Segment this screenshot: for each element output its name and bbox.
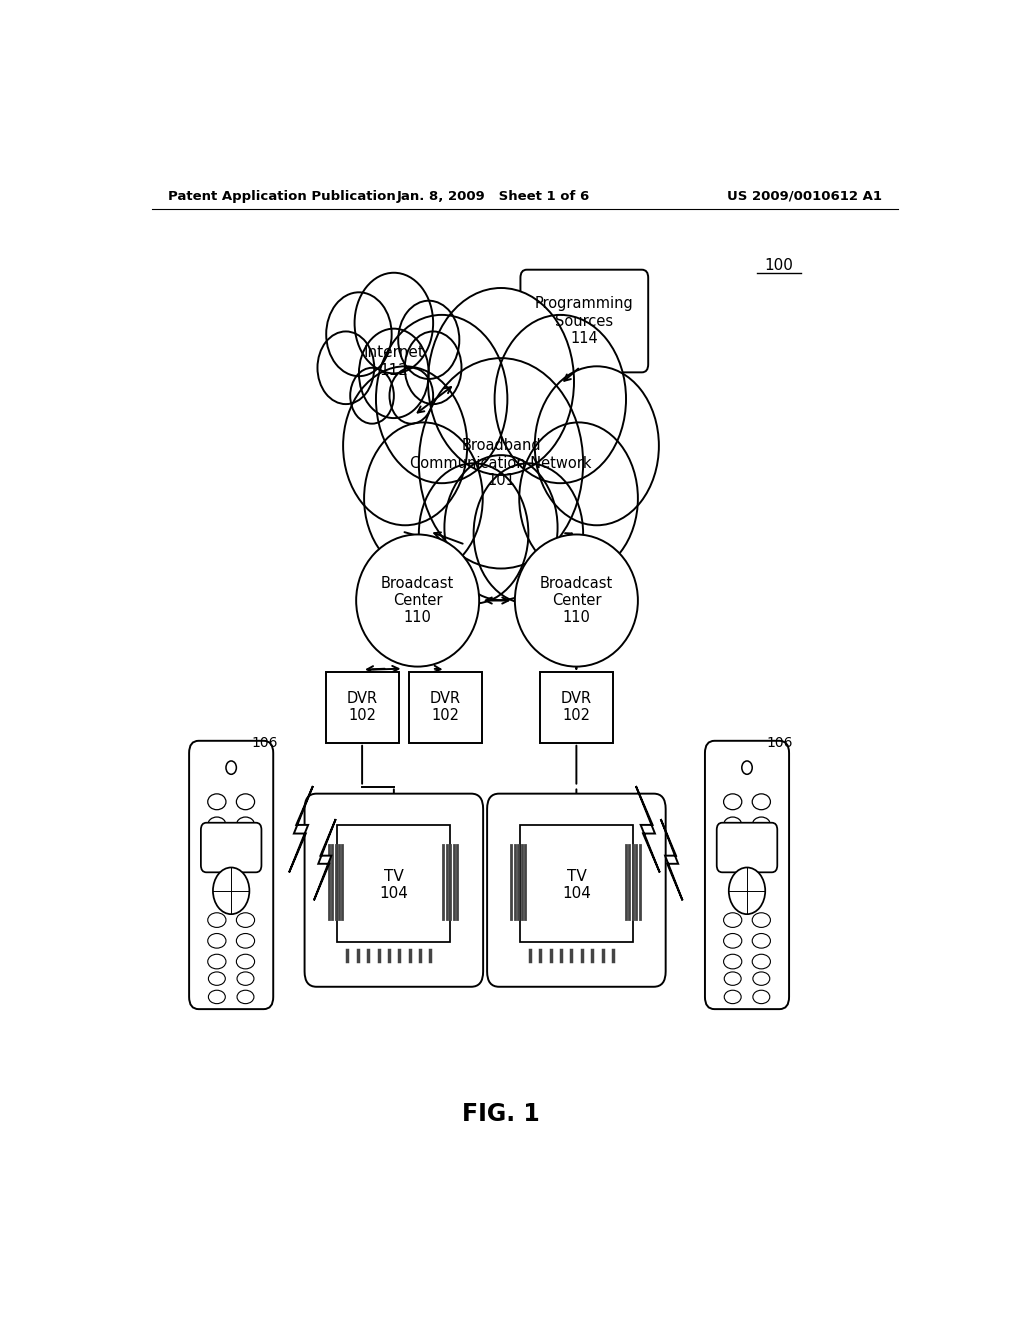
Text: Programming
Sources
114: Programming Sources 114 bbox=[535, 296, 634, 346]
Circle shape bbox=[428, 288, 574, 475]
Ellipse shape bbox=[753, 912, 770, 928]
Ellipse shape bbox=[724, 990, 741, 1003]
Text: Jan. 8, 2009   Sheet 1 of 6: Jan. 8, 2009 Sheet 1 of 6 bbox=[396, 190, 590, 202]
Text: FIG. 1: FIG. 1 bbox=[462, 1102, 540, 1126]
Text: TV
104: TV 104 bbox=[562, 869, 591, 902]
Text: Broadcast
Center
110: Broadcast Center 110 bbox=[540, 576, 613, 626]
Circle shape bbox=[213, 867, 250, 915]
Circle shape bbox=[474, 463, 583, 603]
Ellipse shape bbox=[209, 990, 225, 1003]
FancyBboxPatch shape bbox=[717, 822, 777, 873]
Ellipse shape bbox=[208, 912, 226, 928]
Circle shape bbox=[354, 273, 433, 374]
Ellipse shape bbox=[724, 793, 741, 809]
Bar bbox=[326, 672, 398, 743]
Circle shape bbox=[359, 329, 429, 418]
Ellipse shape bbox=[753, 990, 770, 1003]
FancyBboxPatch shape bbox=[189, 741, 273, 1008]
Ellipse shape bbox=[753, 817, 770, 833]
Ellipse shape bbox=[208, 933, 226, 948]
FancyBboxPatch shape bbox=[304, 793, 483, 987]
Circle shape bbox=[741, 760, 753, 775]
Circle shape bbox=[365, 422, 482, 574]
Ellipse shape bbox=[237, 793, 255, 809]
Circle shape bbox=[519, 422, 638, 574]
Ellipse shape bbox=[209, 972, 225, 985]
Text: 106: 106 bbox=[251, 735, 278, 750]
Ellipse shape bbox=[724, 954, 741, 969]
Ellipse shape bbox=[753, 972, 770, 985]
Ellipse shape bbox=[208, 954, 226, 969]
Circle shape bbox=[389, 368, 433, 424]
Text: Patent Application Publication: Patent Application Publication bbox=[168, 190, 395, 202]
Text: TV
104: TV 104 bbox=[380, 869, 409, 902]
Circle shape bbox=[535, 367, 658, 525]
Text: 100: 100 bbox=[764, 257, 794, 273]
Polygon shape bbox=[636, 785, 659, 873]
Circle shape bbox=[317, 331, 374, 404]
Circle shape bbox=[350, 368, 394, 424]
FancyBboxPatch shape bbox=[520, 269, 648, 372]
Text: DVR
102: DVR 102 bbox=[561, 692, 592, 723]
Circle shape bbox=[226, 760, 237, 775]
Polygon shape bbox=[289, 785, 313, 873]
Ellipse shape bbox=[515, 535, 638, 667]
Circle shape bbox=[398, 301, 460, 379]
Circle shape bbox=[327, 292, 391, 376]
Ellipse shape bbox=[724, 817, 741, 833]
Ellipse shape bbox=[753, 933, 770, 948]
Ellipse shape bbox=[237, 954, 255, 969]
Circle shape bbox=[729, 867, 765, 915]
Ellipse shape bbox=[237, 912, 255, 928]
Ellipse shape bbox=[753, 793, 770, 809]
Text: Broadcast
Center
110: Broadcast Center 110 bbox=[381, 576, 455, 626]
Text: Internet
112: Internet 112 bbox=[364, 346, 424, 378]
Circle shape bbox=[495, 315, 626, 483]
Circle shape bbox=[419, 358, 583, 569]
Text: Broadband
Communication Network
101: Broadband Communication Network 101 bbox=[411, 438, 592, 488]
Ellipse shape bbox=[724, 912, 741, 928]
Ellipse shape bbox=[237, 990, 254, 1003]
FancyBboxPatch shape bbox=[201, 822, 261, 873]
Ellipse shape bbox=[724, 933, 741, 948]
Ellipse shape bbox=[237, 933, 255, 948]
Circle shape bbox=[376, 315, 507, 483]
Ellipse shape bbox=[753, 954, 770, 969]
FancyBboxPatch shape bbox=[520, 825, 633, 942]
Polygon shape bbox=[660, 818, 683, 900]
Text: DVR
102: DVR 102 bbox=[430, 692, 461, 723]
Ellipse shape bbox=[208, 793, 226, 809]
Circle shape bbox=[444, 455, 558, 601]
Ellipse shape bbox=[237, 817, 255, 833]
Circle shape bbox=[419, 463, 528, 603]
FancyBboxPatch shape bbox=[337, 825, 451, 942]
Ellipse shape bbox=[356, 535, 479, 667]
Ellipse shape bbox=[724, 972, 741, 985]
Circle shape bbox=[343, 367, 467, 525]
Bar bbox=[409, 672, 482, 743]
Text: DVR
102: DVR 102 bbox=[346, 692, 378, 723]
Circle shape bbox=[404, 331, 462, 404]
FancyBboxPatch shape bbox=[705, 741, 790, 1008]
Polygon shape bbox=[314, 818, 336, 900]
Bar bbox=[540, 672, 613, 743]
Ellipse shape bbox=[237, 972, 254, 985]
Text: US 2009/0010612 A1: US 2009/0010612 A1 bbox=[727, 190, 882, 202]
FancyBboxPatch shape bbox=[487, 793, 666, 987]
Ellipse shape bbox=[208, 817, 226, 833]
Text: 106: 106 bbox=[767, 735, 794, 750]
